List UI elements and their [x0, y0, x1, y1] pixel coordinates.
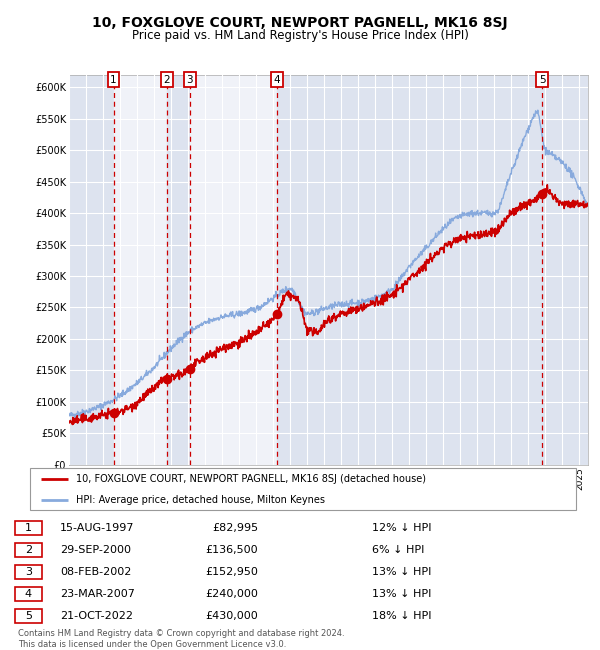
Text: 12% ↓ HPI: 12% ↓ HPI — [372, 523, 431, 533]
FancyBboxPatch shape — [15, 587, 42, 601]
Text: Contains HM Land Registry data © Crown copyright and database right 2024.
This d: Contains HM Land Registry data © Crown c… — [18, 629, 344, 649]
Bar — [277, 75, 542, 465]
Text: 13% ↓ HPI: 13% ↓ HPI — [372, 567, 431, 577]
Text: 3: 3 — [187, 75, 193, 84]
Text: 29-SEP-2000: 29-SEP-2000 — [60, 545, 131, 555]
Text: Price paid vs. HM Land Registry's House Price Index (HPI): Price paid vs. HM Land Registry's House … — [131, 29, 469, 42]
FancyBboxPatch shape — [15, 543, 42, 557]
Text: 21-OCT-2022: 21-OCT-2022 — [60, 611, 133, 621]
Text: 18% ↓ HPI: 18% ↓ HPI — [372, 611, 431, 621]
FancyBboxPatch shape — [15, 565, 42, 579]
Text: £136,500: £136,500 — [205, 545, 258, 555]
Text: 4: 4 — [274, 75, 280, 84]
Text: 10, FOXGLOVE COURT, NEWPORT PAGNELL, MK16 8SJ: 10, FOXGLOVE COURT, NEWPORT PAGNELL, MK1… — [92, 16, 508, 31]
Bar — [69, 75, 113, 465]
Bar — [113, 75, 167, 465]
Bar — [167, 75, 190, 465]
Text: 1: 1 — [110, 75, 117, 84]
Text: 6% ↓ HPI: 6% ↓ HPI — [372, 545, 424, 555]
Text: £430,000: £430,000 — [205, 611, 258, 621]
FancyBboxPatch shape — [30, 468, 576, 510]
Text: 08-FEB-2002: 08-FEB-2002 — [60, 567, 131, 577]
Text: HPI: Average price, detached house, Milton Keynes: HPI: Average price, detached house, Milt… — [76, 495, 325, 504]
Text: 2: 2 — [25, 545, 32, 555]
Text: 2: 2 — [163, 75, 170, 84]
Text: 3: 3 — [25, 567, 32, 577]
Text: 13% ↓ HPI: 13% ↓ HPI — [372, 589, 431, 599]
Text: 5: 5 — [539, 75, 545, 84]
Text: 15-AUG-1997: 15-AUG-1997 — [60, 523, 134, 533]
Text: £152,950: £152,950 — [205, 567, 258, 577]
FancyBboxPatch shape — [15, 521, 42, 535]
Text: 4: 4 — [25, 589, 32, 599]
Bar — [190, 75, 277, 465]
Text: 23-MAR-2007: 23-MAR-2007 — [60, 589, 135, 599]
Text: 5: 5 — [25, 611, 32, 621]
Text: £240,000: £240,000 — [205, 589, 258, 599]
Bar — [542, 75, 588, 465]
Text: 10, FOXGLOVE COURT, NEWPORT PAGNELL, MK16 8SJ (detached house): 10, FOXGLOVE COURT, NEWPORT PAGNELL, MK1… — [76, 474, 427, 484]
FancyBboxPatch shape — [15, 609, 42, 623]
Text: 1: 1 — [25, 523, 32, 533]
Text: £82,995: £82,995 — [212, 523, 258, 533]
